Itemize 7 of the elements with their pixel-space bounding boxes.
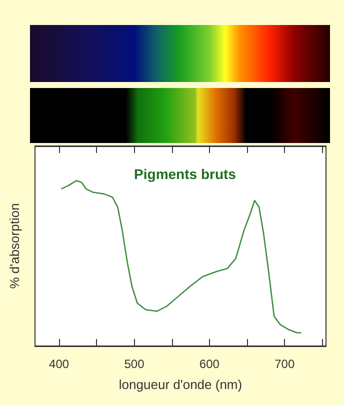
x-tick-label: 400 [49, 357, 70, 371]
y-axis-title: % d'absorption [7, 203, 22, 289]
chart-title: Pigments bruts [134, 166, 236, 182]
x-axis-title: longueur d'onde (nm) [118, 377, 242, 392]
x-tick-label: 600 [199, 357, 220, 371]
x-tick-label: 500 [124, 357, 145, 371]
x-tick-label: 700 [274, 357, 295, 371]
